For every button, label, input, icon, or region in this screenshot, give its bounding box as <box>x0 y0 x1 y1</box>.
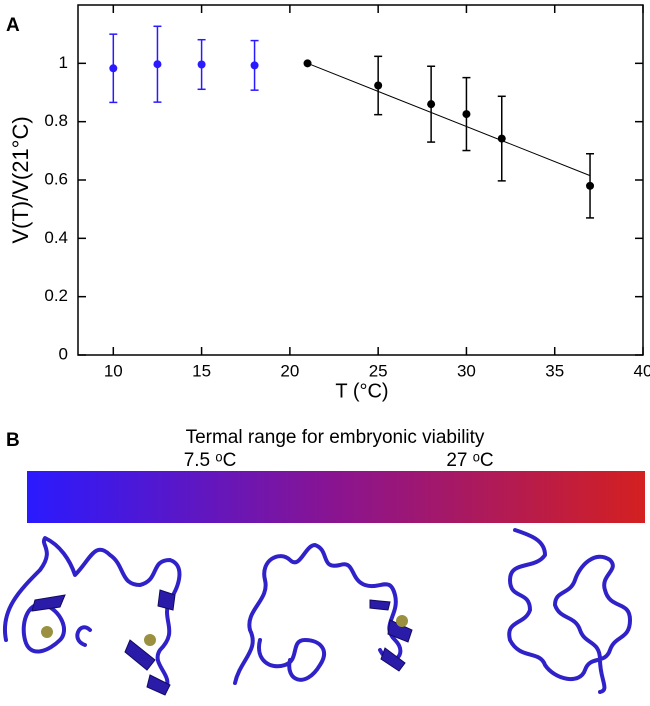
y-axis-title: V(T)/V(21°C) <box>8 116 33 243</box>
ion <box>144 634 156 646</box>
ion <box>41 626 53 638</box>
protein-structures <box>2 528 632 696</box>
y-tick-label: 1 <box>59 53 68 72</box>
colorbar <box>27 471 645 523</box>
data-point <box>497 134 506 143</box>
panel-label: A <box>6 15 20 36</box>
data-point <box>303 59 312 68</box>
y-tick-label: 0 <box>59 344 68 363</box>
colorbar-title: Termal range for embryonic viability <box>186 427 485 448</box>
x-tick-label: 30 <box>457 361 476 380</box>
panel-label: B <box>6 430 20 451</box>
data-point <box>462 110 471 119</box>
colorbar-label: 27 ᵒC <box>446 450 493 471</box>
colorbar-label: 7.5 ᵒC <box>184 450 237 471</box>
y-tick-label: 0.2 <box>44 286 68 305</box>
x-tick-label: 25 <box>369 361 388 380</box>
y-tick-label: 0.8 <box>44 111 68 130</box>
fit-line <box>307 62 591 177</box>
data-point <box>586 181 595 190</box>
data-point <box>250 61 259 70</box>
x-tick-label: 15 <box>192 361 211 380</box>
data-point <box>109 64 118 73</box>
y-tick-label: 0.6 <box>44 169 68 188</box>
data-point <box>427 100 436 109</box>
data-point <box>374 81 383 90</box>
x-tick-label: 20 <box>280 361 299 380</box>
x-tick-label: 10 <box>104 361 123 380</box>
y-tick-label: 0.4 <box>44 228 68 247</box>
x-tick-label: 40 <box>634 361 650 380</box>
x-tick-label: 35 <box>545 361 564 380</box>
ion <box>396 615 408 627</box>
plot-frame <box>77 4 644 356</box>
x-axis-title: T (°C) <box>335 380 388 402</box>
data-point <box>197 60 206 69</box>
data-point <box>153 60 162 69</box>
